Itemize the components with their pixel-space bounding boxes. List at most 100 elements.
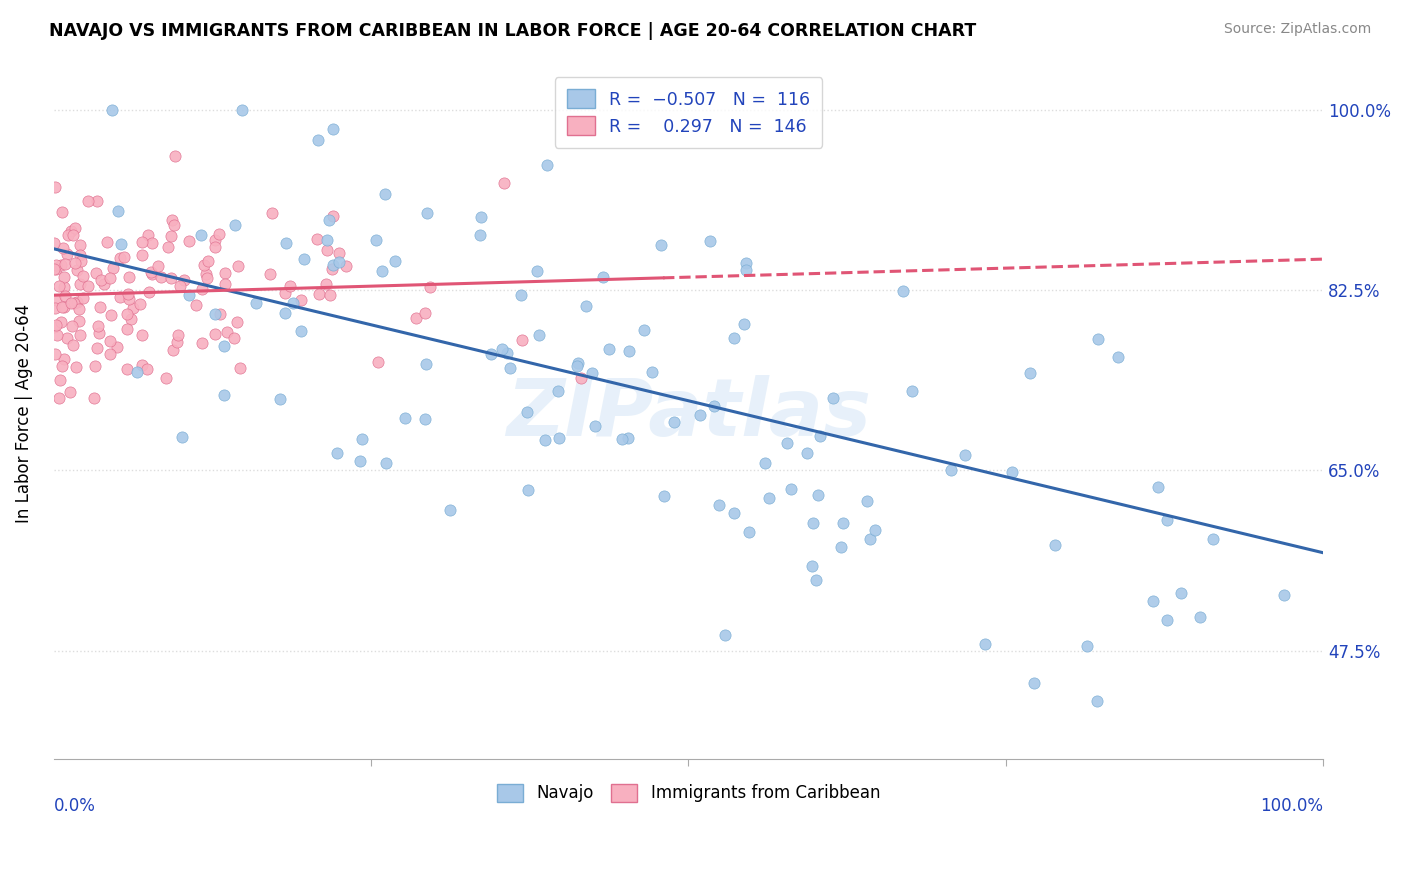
- Point: [141, 267, 163, 281]
- Point: [419, 280, 441, 294]
- Point: [565, 359, 588, 374]
- Point: [131, 248, 153, 262]
- Point: [72, 292, 94, 306]
- Point: [69, 328, 91, 343]
- Point: [186, 298, 208, 312]
- Point: [800, 558, 823, 573]
- Point: [86, 341, 108, 355]
- Point: [495, 345, 517, 359]
- Point: [52, 300, 75, 314]
- Legend: Navajo, Immigrants from Caribbean: Navajo, Immigrants from Caribbean: [491, 777, 887, 809]
- Point: [315, 233, 337, 247]
- Point: [53, 352, 76, 367]
- Point: [723, 506, 745, 520]
- Point: [165, 148, 187, 162]
- Point: [1147, 480, 1170, 494]
- Point: [416, 206, 439, 220]
- Point: [1170, 586, 1192, 600]
- Point: [122, 301, 145, 315]
- Point: [328, 255, 350, 269]
- Point: [65, 221, 87, 235]
- Point: [136, 228, 159, 243]
- Point: [699, 234, 721, 248]
- Point: [190, 228, 212, 243]
- Point: [735, 262, 758, 277]
- Point: [83, 359, 105, 373]
- Point: [204, 233, 226, 247]
- Point: [69, 248, 91, 262]
- Point: [512, 333, 534, 347]
- Point: [335, 259, 357, 273]
- Point: [229, 361, 252, 376]
- Point: [1076, 640, 1098, 654]
- Point: [775, 436, 797, 450]
- Point: [891, 284, 914, 298]
- Point: [93, 277, 115, 291]
- Point: [69, 238, 91, 252]
- Point: [44, 347, 66, 361]
- Point: [245, 295, 267, 310]
- Point: [42, 261, 65, 276]
- Point: [734, 255, 756, 269]
- Point: [575, 299, 598, 313]
- Point: [120, 311, 142, 326]
- Point: [723, 331, 745, 345]
- Point: [738, 525, 761, 540]
- Point: [127, 366, 149, 380]
- Point: [156, 240, 179, 254]
- Point: [66, 294, 89, 309]
- Point: [633, 323, 655, 337]
- Point: [352, 432, 374, 446]
- Point: [65, 256, 87, 270]
- Point: [160, 270, 183, 285]
- Point: [810, 428, 832, 442]
- Point: [804, 573, 827, 587]
- Point: [100, 103, 122, 117]
- Point: [117, 269, 139, 284]
- Point: [290, 324, 312, 338]
- Point: [48, 278, 70, 293]
- Point: [62, 296, 84, 310]
- Point: [292, 252, 315, 267]
- Point: [650, 238, 672, 252]
- Point: [308, 286, 330, 301]
- Point: [45, 318, 67, 333]
- Point: [754, 456, 776, 470]
- Point: [52, 270, 75, 285]
- Point: [322, 121, 344, 136]
- Point: [173, 273, 195, 287]
- Point: [208, 307, 231, 321]
- Point: [1001, 465, 1024, 479]
- Point: [110, 236, 132, 251]
- Point: [53, 257, 76, 271]
- Point: [583, 419, 606, 434]
- Point: [77, 279, 100, 293]
- Point: [112, 250, 135, 264]
- Text: ZIPatlas: ZIPatlas: [506, 375, 870, 452]
- Point: [45, 293, 67, 308]
- Point: [141, 235, 163, 250]
- Point: [394, 410, 416, 425]
- Point: [1043, 538, 1066, 552]
- Point: [191, 336, 214, 351]
- Point: [163, 218, 186, 232]
- Point: [105, 340, 128, 354]
- Point: [548, 431, 571, 445]
- Point: [831, 516, 853, 531]
- Point: [44, 235, 66, 250]
- Point: [98, 346, 121, 360]
- Point: [953, 448, 976, 462]
- Point: [491, 342, 513, 356]
- Point: [136, 361, 159, 376]
- Point: [58, 384, 80, 399]
- Point: [859, 532, 882, 546]
- Point: [527, 327, 550, 342]
- Point: [321, 261, 343, 276]
- Point: [326, 446, 349, 460]
- Point: [581, 366, 603, 380]
- Point: [83, 391, 105, 405]
- Y-axis label: In Labor Force | Age 20-64: In Labor Force | Age 20-64: [15, 304, 32, 524]
- Point: [610, 432, 633, 446]
- Point: [569, 370, 592, 384]
- Point: [290, 293, 312, 308]
